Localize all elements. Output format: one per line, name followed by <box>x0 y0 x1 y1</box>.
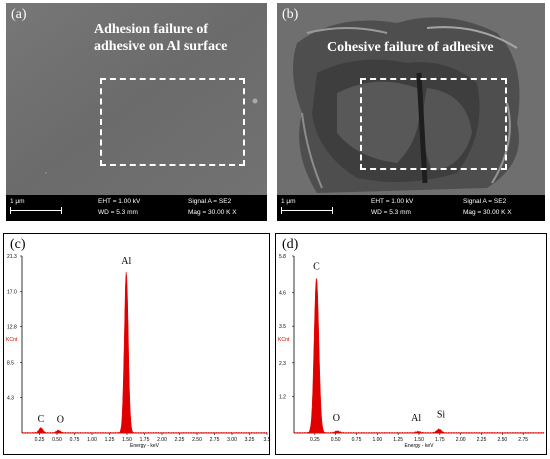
scale-bar-a-tick-right <box>61 207 62 214</box>
panel-label-d: (d) <box>282 237 299 252</box>
y-tick-label: 21.3 <box>7 254 17 260</box>
panel-a-title: Adhesion failure of adhesive on Al surfa… <box>94 21 227 55</box>
x-tick-label: 1.00 <box>372 437 382 443</box>
wd-a: WD = 5.3 mm <box>98 209 138 216</box>
x-tick-label: 0.50 <box>331 437 341 443</box>
x-tick-label: 2.25 <box>175 437 185 443</box>
edx-panel-d: (d) 1.2 2.3 3.5 4.6 5.8 KCnt 0.25 0.50 0.75 1.00 1… <box>275 233 547 455</box>
peak-label-c: C <box>313 261 320 272</box>
x-tick-label: 0.25 <box>35 437 45 443</box>
x-tick-label: 0.75 <box>352 437 362 443</box>
peak-label-o: O <box>333 413 340 424</box>
x-tick-label: 3.25 <box>245 437 255 443</box>
x-tick-label: 0.75 <box>70 437 80 443</box>
sem-info-bar-b: 1 μm EHT = 1.00 kV WD = 5.3 mm Signal A … <box>277 195 545 221</box>
x-tick-label: 0.50 <box>52 437 62 443</box>
scale-bar-a <box>10 210 62 211</box>
signal-a: Signal A = SE2 <box>188 198 232 205</box>
peak-label-al: Al <box>411 413 421 424</box>
spectrum-series <box>293 277 545 434</box>
peak-label-si: Si <box>437 409 446 420</box>
y-tick-label: 2.3 <box>279 361 286 367</box>
scale-bar-b-tick-left <box>281 207 282 214</box>
x-tick-label: 1.75 <box>140 437 150 443</box>
x-tick-label: 2.75 <box>210 437 220 443</box>
wd-b: WD = 5.3 mm <box>371 209 411 216</box>
signal-b: Signal A = SE2 <box>463 198 507 205</box>
scale-bar-b-tick-right <box>332 207 333 214</box>
x-tick-label: 2.00 <box>157 437 167 443</box>
mag-b: Mag = 30.00 K X <box>463 209 512 216</box>
y-tick-label: 5.8 <box>279 254 286 260</box>
edx-chart-c: 4.3 8.5 12.8 17.0 21.3 KCnt 0.25 0.50 0.75 1.00 1.… <box>6 254 271 449</box>
sem-image-b <box>277 3 545 196</box>
y-axis-label: KCnt <box>6 337 18 343</box>
region-box-a <box>100 78 245 166</box>
x-tick-label: 2.00 <box>456 437 466 443</box>
panel-b-title: Cohesive failure of adhesive <box>327 40 494 55</box>
sem-panel-a: (a) Adhesion failure of adhesive on Al s… <box>6 3 267 221</box>
edx-chart-d: 1.2 2.3 3.5 4.6 5.8 KCnt 0.25 0.50 0.75 1.00 1.25 1… <box>278 254 545 449</box>
eht-a: EHT = 1.00 kV <box>98 198 141 205</box>
sem-panel-b: (b) Cohesive failure of adhesive 1 μm EH… <box>277 3 545 221</box>
mag-a: Mag = 30.00 K X <box>188 209 237 216</box>
x-tick-label: 2.50 <box>192 437 202 443</box>
y-tick-label: 12.8 <box>7 325 17 331</box>
spectrum-series <box>21 271 268 434</box>
x-tick-label: 2.75 <box>518 437 528 443</box>
sem-info-bar-a: 1 μm EHT = 1.00 kV WD = 5.3 mm Signal A … <box>6 195 267 221</box>
panel-label-b: (b) <box>282 7 299 22</box>
x-tick-label: 1.25 <box>105 437 115 443</box>
y-tick-label: 4.3 <box>7 395 14 401</box>
sem-image-a <box>6 3 267 196</box>
edx-panel-c: (c) 4.3 8.5 12.8 17.0 21.3 KCnt 0.25 0.50 0.75 1.… <box>3 233 271 455</box>
y-axis-label: KCnt <box>278 337 290 343</box>
scale-label-b: 1 μm <box>281 198 296 205</box>
eht-b: EHT = 1.00 kV <box>371 198 414 205</box>
y-tick-label: 4.6 <box>279 291 286 297</box>
y-tick-label: 17.0 <box>7 290 17 296</box>
y-tick-label: 3.5 <box>279 324 286 330</box>
region-box-b <box>360 78 507 170</box>
x-tick-label: 1.75 <box>435 437 445 443</box>
x-tick-label: 1.50 <box>122 437 132 443</box>
x-axis-label: Energy - keV <box>130 443 160 449</box>
panel-a-title-line2: adhesive on Al surface <box>94 39 228 54</box>
y-tick-label: 8.5 <box>7 360 14 366</box>
x-tick-label: 3.5 <box>264 437 271 443</box>
x-tick-label: 0.25 <box>310 437 320 443</box>
scale-bar-b <box>281 210 333 211</box>
scale-label-a: 1 μm <box>10 198 25 205</box>
x-tick-label: 1.00 <box>87 437 97 443</box>
peak-label-al: Al <box>121 256 131 267</box>
panel-label-c: (c) <box>10 237 26 252</box>
x-tick-label: 1.25 <box>393 437 403 443</box>
x-tick-label: 3.00 <box>227 437 237 443</box>
panel-a-title-line1: Adhesion failure of <box>94 22 209 37</box>
y-tick-label: 1.2 <box>279 394 286 400</box>
x-tick-label: 2.25 <box>477 437 487 443</box>
peak-label-o: O <box>57 415 64 426</box>
peak-label-c: C <box>38 414 45 425</box>
scale-bar-a-tick-left <box>10 207 11 214</box>
panel-label-a: (a) <box>11 7 27 22</box>
x-tick-label: 2.50 <box>497 437 507 443</box>
x-tick-label: 1.50 <box>414 437 424 443</box>
x-axis-label: Energy - keV <box>405 443 435 449</box>
